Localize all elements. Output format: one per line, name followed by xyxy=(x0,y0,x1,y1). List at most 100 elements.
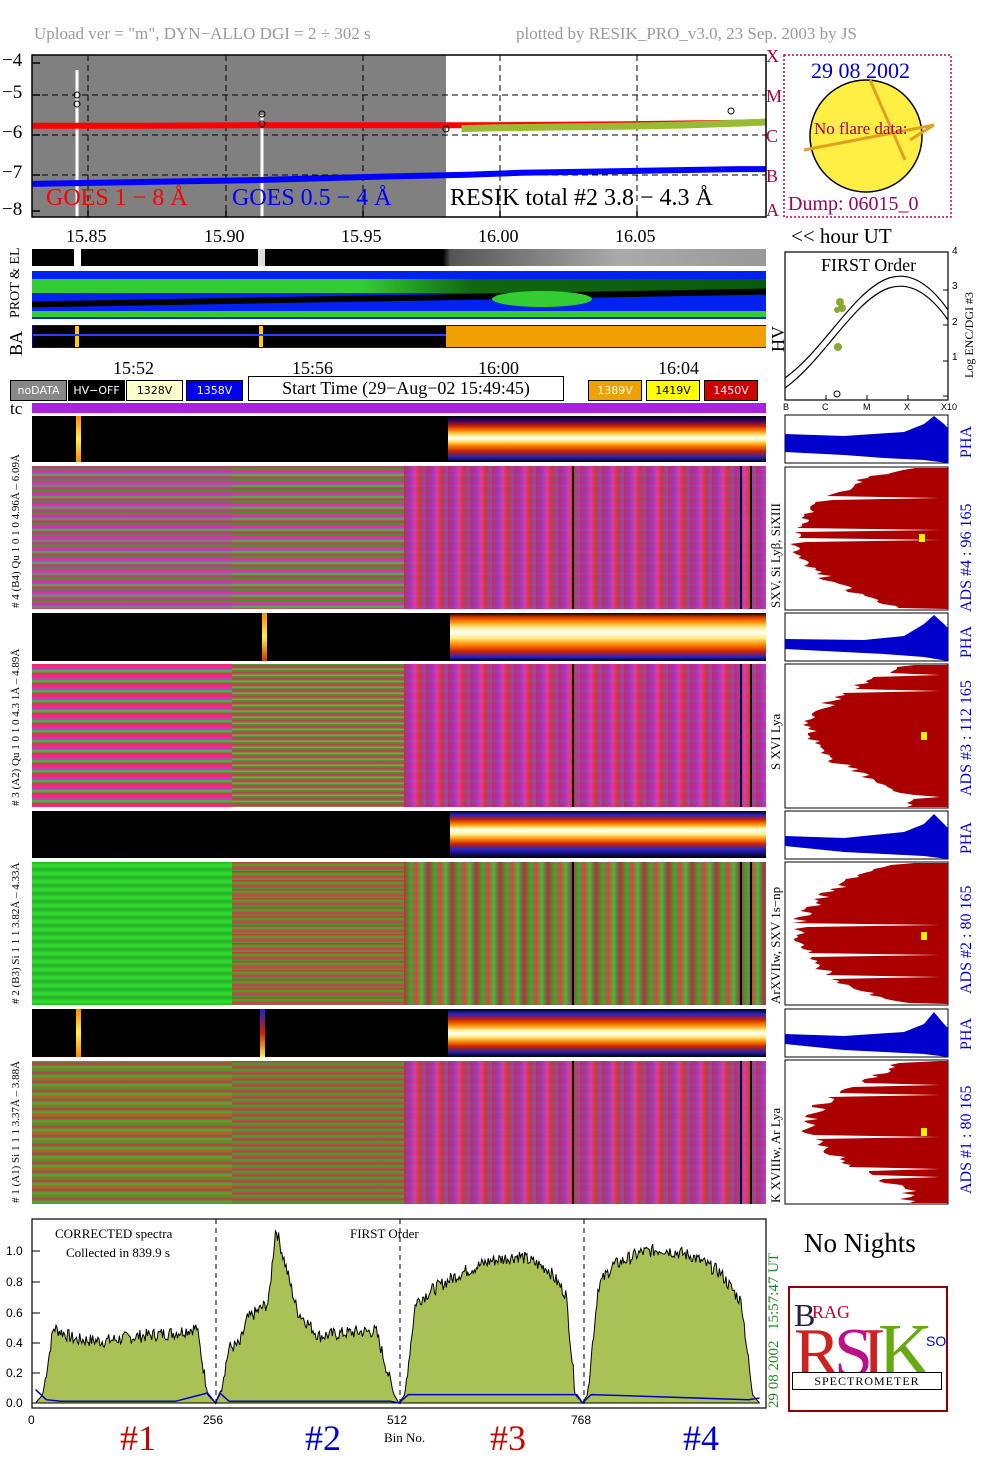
goes-ytick-5: −8 xyxy=(2,199,23,220)
time-tick-3: 16:00 xyxy=(478,358,520,378)
ch3-pha-image xyxy=(32,613,766,661)
goes-class-x: X xyxy=(766,46,779,66)
hv-orange-band xyxy=(446,326,766,347)
goes-ytick-4: −7 xyxy=(2,162,23,183)
svg-text:B: B xyxy=(794,1297,815,1333)
goes-grid xyxy=(32,55,766,217)
goes-class-b: B xyxy=(766,166,779,186)
spectrum-ytick-4: 0.8 xyxy=(6,1275,23,1289)
sun-disk xyxy=(809,79,923,193)
spectrum-xtick-256: 256 xyxy=(203,1413,224,1427)
first-order-xtick-m: M xyxy=(863,402,871,412)
spectrum-ytick-1: 0.2 xyxy=(6,1366,23,1380)
spectrum-time: 15:57:47 UT xyxy=(766,1252,782,1330)
ba-mark-1 xyxy=(75,326,79,347)
ch4-spectrogram xyxy=(32,466,766,609)
spectrum-date: 29 08 2002 xyxy=(766,1340,782,1409)
first-order-title: FIRST Order xyxy=(821,255,917,275)
first-order-xtick-c: C xyxy=(822,402,829,412)
goes-white-background xyxy=(446,55,766,217)
goes-markers xyxy=(73,91,735,133)
sun-note: No flare data: xyxy=(814,119,908,138)
ba-strip xyxy=(32,325,766,348)
goes-ytick-3: −6 xyxy=(2,122,23,143)
ch1-pha-image xyxy=(32,1009,766,1057)
first-order-ytick-3: 3 xyxy=(952,281,958,292)
goes-series-2 xyxy=(31,166,766,187)
spectrum-y-ticks xyxy=(32,1250,40,1404)
sun-axis-line xyxy=(803,123,935,152)
goes-spikes xyxy=(75,70,264,217)
spectrum-xtick-0: 0 xyxy=(28,1413,35,1427)
first-order-ytick-4: 4 xyxy=(952,246,958,257)
spectrum-area xyxy=(34,1229,760,1404)
goes-class-c: C xyxy=(766,126,779,146)
header-plot-credit: plotted by RESIK_PRO_v3.0, 23 Sep. 2003 … xyxy=(516,24,857,43)
first-order-xtick-x10: X10 xyxy=(941,402,958,412)
status-v1419: 1419V xyxy=(646,380,700,401)
status-v1358: 1358V xyxy=(186,380,243,401)
status-nodata: noDATA xyxy=(10,380,67,401)
no-nights-label: No Nights xyxy=(804,1228,916,1258)
header-upload-info: Upload ver = "m", DYN−ALLO DGI = 2 ÷ 302… xyxy=(34,24,371,43)
group-label-1: #1 xyxy=(120,1418,156,1458)
sun-dump: Dump: 06015_0 xyxy=(788,193,919,215)
goes-xtick-3: 15.95 xyxy=(341,226,382,246)
spectrum-collected: Collected in 839.9 s xyxy=(66,1245,170,1260)
particle-green-blob xyxy=(492,291,592,307)
goes-xtick-5: 16.05 xyxy=(615,226,656,246)
goes-x-unit: << hour UT xyxy=(791,224,892,248)
sun-vertical-line xyxy=(868,79,907,161)
time-tick-4: 16:04 xyxy=(658,358,700,378)
goes-class-a: A xyxy=(766,200,779,220)
tc-bar xyxy=(32,403,766,413)
strip-white-mark-2 xyxy=(258,249,265,266)
ch2-pha-image xyxy=(32,811,766,858)
spectrum-group-dividers xyxy=(215,1219,585,1408)
goes-legend-long: GOES 1 − 8 Å xyxy=(46,185,188,211)
svg-text:SOL: SOL xyxy=(926,1333,946,1349)
group-label-3: #3 xyxy=(490,1418,526,1458)
spectrum-blue-trace xyxy=(35,1389,760,1405)
ch4-pha-image xyxy=(32,416,766,462)
first-order-ytick-2: 2 xyxy=(952,317,958,328)
first-order-ytick-1: 1 xyxy=(952,352,958,363)
time-tick-2: 15:56 xyxy=(292,358,334,378)
first-order-xtick-x: X xyxy=(904,402,911,412)
goes-series-3 xyxy=(461,118,767,133)
goes-xtick-2: 15.90 xyxy=(204,226,245,246)
status-v1450: 1450V xyxy=(704,380,758,401)
particle-strip xyxy=(32,271,766,319)
resik-logo: B RAG R S I K SOL SPECTROMETER xyxy=(788,1286,948,1412)
spectrum-xtick-768: 768 xyxy=(571,1413,592,1427)
ch3-spectrogram xyxy=(32,664,766,807)
group-label-2: #2 xyxy=(305,1418,341,1458)
spectrum-xtick-512: 512 xyxy=(387,1413,408,1427)
goes-y-ticks xyxy=(32,62,638,217)
spectrum-ytick-3: 0.6 xyxy=(6,1306,23,1320)
logo-spectrometer-box: SPECTROMETER xyxy=(792,1372,942,1390)
particle-green-band xyxy=(32,279,766,293)
ba-blue-line xyxy=(33,334,446,336)
goes-ytick-2: −5 xyxy=(2,82,23,103)
svg-text:RAG: RAG xyxy=(812,1302,850,1322)
spectrum-ytick-2: 0.4 xyxy=(6,1336,23,1350)
spectrum-title-left: CORRECTED spectra xyxy=(55,1226,173,1241)
strip-white-mark-1 xyxy=(74,249,81,266)
goes-legend-short: GOES 0.5 − 4 Å xyxy=(232,185,392,211)
spectrum-xlabel: Bin No. xyxy=(384,1430,426,1445)
group-label-4: #4 xyxy=(683,1418,719,1458)
proton-electron-strip xyxy=(32,249,766,266)
ads-histograms xyxy=(784,414,949,1205)
goes-xtick-1: 15.85 xyxy=(66,226,107,246)
status-start-time: Start Time (29−Aug−02 15:49:45) xyxy=(248,376,564,401)
tc-label: tc xyxy=(10,399,23,418)
sun-flare-arrow xyxy=(909,123,935,142)
spectrum-title-mid: FIRST Order xyxy=(350,1226,419,1241)
status-hv-off: HV−OFF xyxy=(68,380,125,401)
first-order-xtick-b: B xyxy=(783,402,790,412)
ch1-spectrogram xyxy=(32,1061,766,1204)
goes-legend-resik: RESIK total #2 3.8 − 4.3 Å xyxy=(450,185,713,211)
